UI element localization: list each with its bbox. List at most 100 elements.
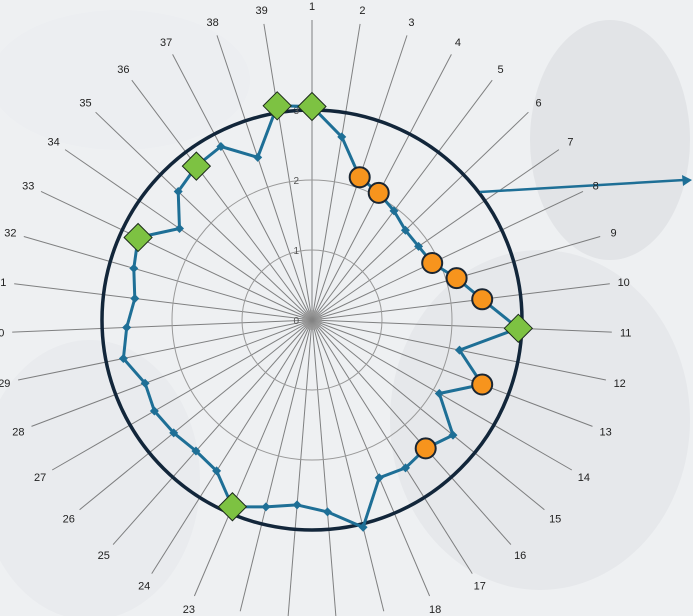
axis-label-37: 37 bbox=[160, 37, 172, 49]
data-point-20 bbox=[322, 507, 332, 517]
axis-label-8: 8 bbox=[593, 180, 599, 192]
axis-label-30: 30 bbox=[0, 328, 4, 340]
data-point-31 bbox=[130, 293, 140, 303]
spoke-39 bbox=[263, 23, 313, 321]
ring-tick-label-2: 2 bbox=[293, 176, 299, 187]
data-point-21 bbox=[292, 500, 302, 510]
ring-tick-label-0: 0 bbox=[293, 316, 299, 327]
data-point-24 bbox=[212, 466, 222, 476]
orange-circle-marker-16 bbox=[414, 437, 437, 460]
data-point-7 bbox=[414, 241, 424, 251]
axis-label-17: 17 bbox=[474, 580, 486, 592]
axis-label-26: 26 bbox=[63, 514, 75, 526]
ring-tick-label-3: 3 bbox=[293, 106, 299, 117]
spoke-8 bbox=[311, 190, 584, 321]
axis-label-34: 34 bbox=[47, 137, 59, 149]
data-point-5 bbox=[389, 206, 399, 216]
spoke-29 bbox=[17, 319, 313, 381]
spoke-17 bbox=[311, 319, 473, 574]
data-point-38 bbox=[253, 152, 263, 162]
spoke-11 bbox=[311, 319, 612, 333]
spoke-31 bbox=[14, 283, 313, 321]
green-diamond-marker-23 bbox=[217, 492, 248, 522]
axis-label-5: 5 bbox=[498, 64, 504, 76]
orange-circle-marker-9 bbox=[445, 267, 468, 290]
axis-label-14: 14 bbox=[578, 472, 590, 484]
axis-label-15: 15 bbox=[549, 514, 561, 526]
axis-label-39: 39 bbox=[255, 5, 267, 17]
axis-label-16: 16 bbox=[514, 550, 526, 562]
arrow-line bbox=[479, 178, 685, 194]
spoke-18 bbox=[311, 319, 431, 597]
center-dot bbox=[302, 310, 322, 330]
axis-label-29: 29 bbox=[0, 378, 10, 390]
spoke-22 bbox=[239, 319, 313, 612]
spoke-32 bbox=[23, 236, 313, 321]
ring-tick-label-1: 1 bbox=[293, 246, 299, 257]
axis-label-27: 27 bbox=[34, 472, 46, 484]
spoke-15 bbox=[311, 319, 545, 511]
axis-label-33: 33 bbox=[22, 180, 34, 192]
data-point-12 bbox=[454, 345, 464, 355]
grid-ring-1 bbox=[241, 249, 383, 391]
axis-label-18: 18 bbox=[429, 604, 441, 616]
axis-label-6: 6 bbox=[535, 98, 541, 110]
axis-label-11: 11 bbox=[620, 328, 631, 340]
data-point-27 bbox=[149, 406, 159, 416]
axis-label-38: 38 bbox=[206, 17, 218, 29]
spoke-10 bbox=[311, 283, 610, 321]
axis-label-35: 35 bbox=[79, 98, 91, 110]
green-diamond-marker-11 bbox=[503, 313, 534, 344]
data-point-25 bbox=[191, 446, 201, 456]
orange-circle-marker-13 bbox=[471, 373, 494, 396]
data-point-6 bbox=[400, 225, 410, 235]
axis-label-28: 28 bbox=[12, 426, 24, 438]
arrow-head bbox=[682, 175, 692, 186]
spoke-21 bbox=[287, 319, 313, 616]
spoke-33 bbox=[40, 190, 313, 321]
spoke-24 bbox=[151, 319, 313, 574]
data-point-17 bbox=[401, 463, 411, 473]
axis-label-2: 2 bbox=[359, 5, 365, 17]
data-point-26 bbox=[169, 428, 179, 438]
axis-label-10: 10 bbox=[618, 277, 630, 289]
axis-label-24: 24 bbox=[138, 580, 150, 592]
axis-label-1: 1 bbox=[309, 1, 315, 13]
axis-label-3: 3 bbox=[408, 17, 414, 29]
axis-label-25: 25 bbox=[98, 550, 110, 562]
spoke-26 bbox=[79, 319, 313, 511]
spoke-25 bbox=[112, 319, 313, 545]
spoke-34 bbox=[64, 149, 313, 321]
axis-label-12: 12 bbox=[614, 378, 626, 390]
spoke-6 bbox=[311, 111, 529, 321]
orange-circle-marker-8 bbox=[421, 252, 444, 274]
axis-label-7: 7 bbox=[567, 137, 573, 149]
orange-circle-marker-3 bbox=[348, 166, 371, 189]
data-point-35 bbox=[173, 186, 183, 196]
data-point-30 bbox=[122, 322, 132, 332]
spoke-19 bbox=[311, 319, 385, 612]
grid-ring-2 bbox=[171, 179, 453, 461]
spoke-5 bbox=[311, 79, 493, 321]
data-point-18 bbox=[374, 473, 384, 483]
axis-label-9: 9 bbox=[611, 228, 617, 240]
data-point-29 bbox=[118, 354, 128, 364]
green-diamond-marker-33 bbox=[123, 222, 153, 253]
spoke-2 bbox=[311, 23, 361, 321]
axis-label-13: 13 bbox=[599, 426, 611, 438]
spoke-30 bbox=[12, 319, 313, 333]
orange-circle-marker-4 bbox=[367, 181, 390, 204]
axis-label-4: 4 bbox=[455, 37, 461, 49]
data-point-15 bbox=[448, 430, 458, 440]
spoke-27 bbox=[51, 319, 313, 471]
spoke-13 bbox=[311, 319, 593, 427]
axis-label-31: 31 bbox=[0, 277, 6, 289]
spoke-37 bbox=[172, 54, 313, 321]
spoke-7 bbox=[311, 149, 560, 321]
data-point-14 bbox=[434, 389, 444, 398]
green-diamond-marker-1 bbox=[297, 91, 327, 122]
data-point-28 bbox=[140, 378, 150, 388]
data-point-32 bbox=[129, 263, 139, 273]
spoke-28 bbox=[31, 319, 313, 427]
